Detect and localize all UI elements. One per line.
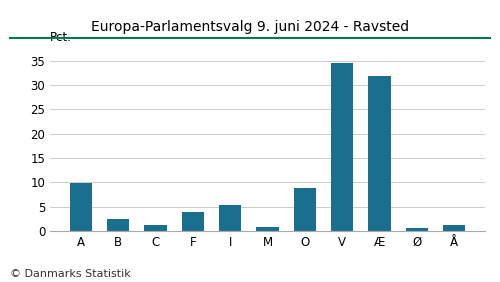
Bar (219, 205, 242, 231)
Bar (294, 188, 316, 231)
Bar (368, 76, 390, 231)
Bar (144, 225, 167, 231)
Text: Europa-Parlamentsvalg 9. juni 2024 - Ravsted: Europa-Parlamentsvalg 9. juni 2024 - Rav… (91, 20, 409, 34)
Bar (107, 219, 130, 231)
Bar (182, 212, 204, 231)
Bar (331, 63, 353, 231)
Bar (70, 183, 92, 231)
Text: © Danmarks Statistik: © Danmarks Statistik (10, 269, 131, 279)
Bar (256, 227, 278, 231)
Text: Pct.: Pct. (50, 30, 72, 43)
Bar (443, 225, 465, 231)
Bar (406, 228, 428, 231)
